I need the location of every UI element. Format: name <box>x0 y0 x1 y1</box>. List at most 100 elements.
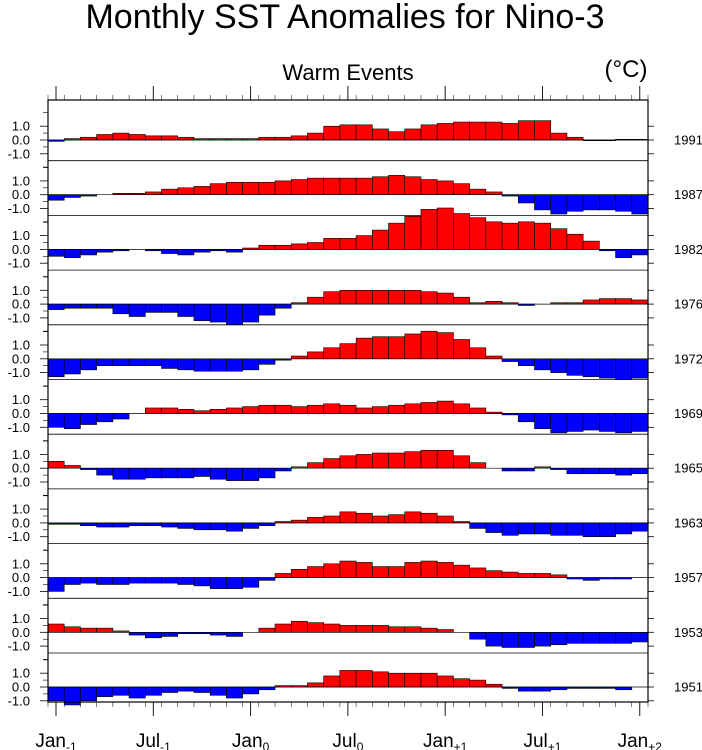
bar-1951-m23 <box>420 672 438 688</box>
bar-1987-m26 <box>469 188 487 195</box>
bar-1982-m27 <box>485 221 503 250</box>
bar-1976-m19 <box>355 289 373 305</box>
bar-1963-m9 <box>193 522 211 531</box>
bar-1951-m8 <box>177 686 195 692</box>
bar-1991-m14 <box>274 136 292 141</box>
bar-1969-m2 <box>80 413 97 425</box>
bar-1982-m3 <box>96 249 114 253</box>
bar-1965-m32 <box>566 467 584 475</box>
bar-1976-m0 <box>47 303 65 310</box>
bar-1965-m29 <box>517 467 535 472</box>
bar-1953-m27 <box>485 631 503 647</box>
bar-1953-m31 <box>550 631 568 646</box>
bar-1963-m35 <box>615 522 633 535</box>
bar-1982-m20 <box>372 229 389 250</box>
bar-1969-m16 <box>307 404 324 414</box>
bar-1969-m23 <box>420 402 438 414</box>
bar-1969-m22 <box>404 403 422 414</box>
bar-1957-m3 <box>96 577 114 585</box>
bar-1987-m25 <box>453 183 470 196</box>
bar-1965-m33 <box>582 467 600 475</box>
bar-1957-m2 <box>80 577 97 584</box>
bar-1972-m11 <box>226 358 243 372</box>
bar-1951-m0 <box>47 686 65 702</box>
bar-1957-m19 <box>355 562 373 578</box>
bar-1963-m13 <box>258 522 276 526</box>
y-tick-label: -1.0 <box>8 529 30 544</box>
bar-1976-m13 <box>258 303 276 316</box>
y-tick-label: 0.0 <box>12 187 30 202</box>
bar-1963-m15 <box>290 519 308 524</box>
bar-1957-m6 <box>145 577 162 584</box>
bar-1957-m15 <box>290 569 308 578</box>
bar-1969-m33 <box>582 413 600 431</box>
bar-1987-m30 <box>534 194 552 211</box>
bar-1953-m3 <box>96 627 114 633</box>
bar-1982-m14 <box>274 244 292 250</box>
bar-1965-m21 <box>388 452 406 469</box>
bar-1982-m2 <box>80 249 97 256</box>
x-tick-label: Jan0 <box>232 731 270 750</box>
y-tick-label: 1.0 <box>12 392 30 407</box>
bar-1963-m12 <box>242 522 260 529</box>
bar-1987-m23 <box>420 179 438 196</box>
y-tick-label: -1.0 <box>8 310 30 325</box>
bar-1957-m11 <box>226 577 243 589</box>
bar-1987-m12 <box>242 181 260 195</box>
bar-1965-m12 <box>242 467 260 481</box>
y-tick-label: -1.0 <box>8 639 30 654</box>
x-tick-label: Jan+1 <box>423 731 468 750</box>
bar-1976-m14 <box>274 303 292 309</box>
bar-1953-m29 <box>517 631 535 648</box>
bar-1991-m6 <box>145 135 162 141</box>
bar-1972-m8 <box>177 358 195 371</box>
bar-1969-m0 <box>47 413 65 428</box>
bar-1963-m31 <box>550 522 568 536</box>
bar-1953-m15 <box>290 620 308 633</box>
bar-1963-m8 <box>177 522 195 529</box>
bar-1987-m31 <box>550 194 568 215</box>
bar-1953-m6 <box>145 631 162 639</box>
bar-1957-m24 <box>436 562 454 578</box>
bar-1951-m22 <box>404 672 422 688</box>
bar-1982-m19 <box>355 235 373 250</box>
plot-frame <box>47 99 649 703</box>
bar-1991-m17 <box>323 125 341 141</box>
bar-1953-m17 <box>323 623 341 633</box>
bar-1951-m7 <box>161 686 179 693</box>
bar-1972-m30 <box>534 358 552 371</box>
bar-1951-m30 <box>534 686 552 692</box>
bar-1951-m5 <box>128 686 146 699</box>
y-tick-label: 0.0 <box>12 625 30 640</box>
bar-1982-m15 <box>290 243 308 250</box>
bar-1963-m22 <box>404 511 422 524</box>
bar-1951-m18 <box>339 670 357 688</box>
bar-1951-m10 <box>209 686 227 696</box>
bar-1953-m30 <box>534 631 552 647</box>
bar-1991-m5 <box>128 134 146 141</box>
bar-1957-m1 <box>63 577 81 585</box>
bar-1991-m16 <box>307 132 324 141</box>
bar-1976-m7 <box>161 303 179 313</box>
bar-1963-m28 <box>501 522 519 536</box>
bar-1963-m11 <box>226 522 243 532</box>
bar-1965-m16 <box>307 462 324 469</box>
bar-1957-m14 <box>274 573 292 578</box>
bar-1987-m6 <box>145 191 162 196</box>
bar-1972-m25 <box>453 339 470 360</box>
bar-1963-m17 <box>323 515 341 524</box>
bar-1969-m26 <box>469 407 487 414</box>
bar-1976-m3 <box>96 303 114 309</box>
bar-1957-m27 <box>485 570 503 578</box>
bar-1982-m0 <box>47 249 65 257</box>
bar-1972-m6 <box>145 358 162 366</box>
bar-1957-m28 <box>501 571 519 578</box>
y-tick-label: 1.0 <box>12 556 30 571</box>
bar-1987-m10 <box>209 183 227 196</box>
bar-1972-m9 <box>193 358 211 372</box>
bar-1987-m14 <box>274 180 292 195</box>
bar-1987-m22 <box>404 176 422 195</box>
bar-1987-m35 <box>615 194 633 212</box>
y-tick-label: 1.0 <box>12 228 30 243</box>
bar-1951-m19 <box>355 670 373 688</box>
